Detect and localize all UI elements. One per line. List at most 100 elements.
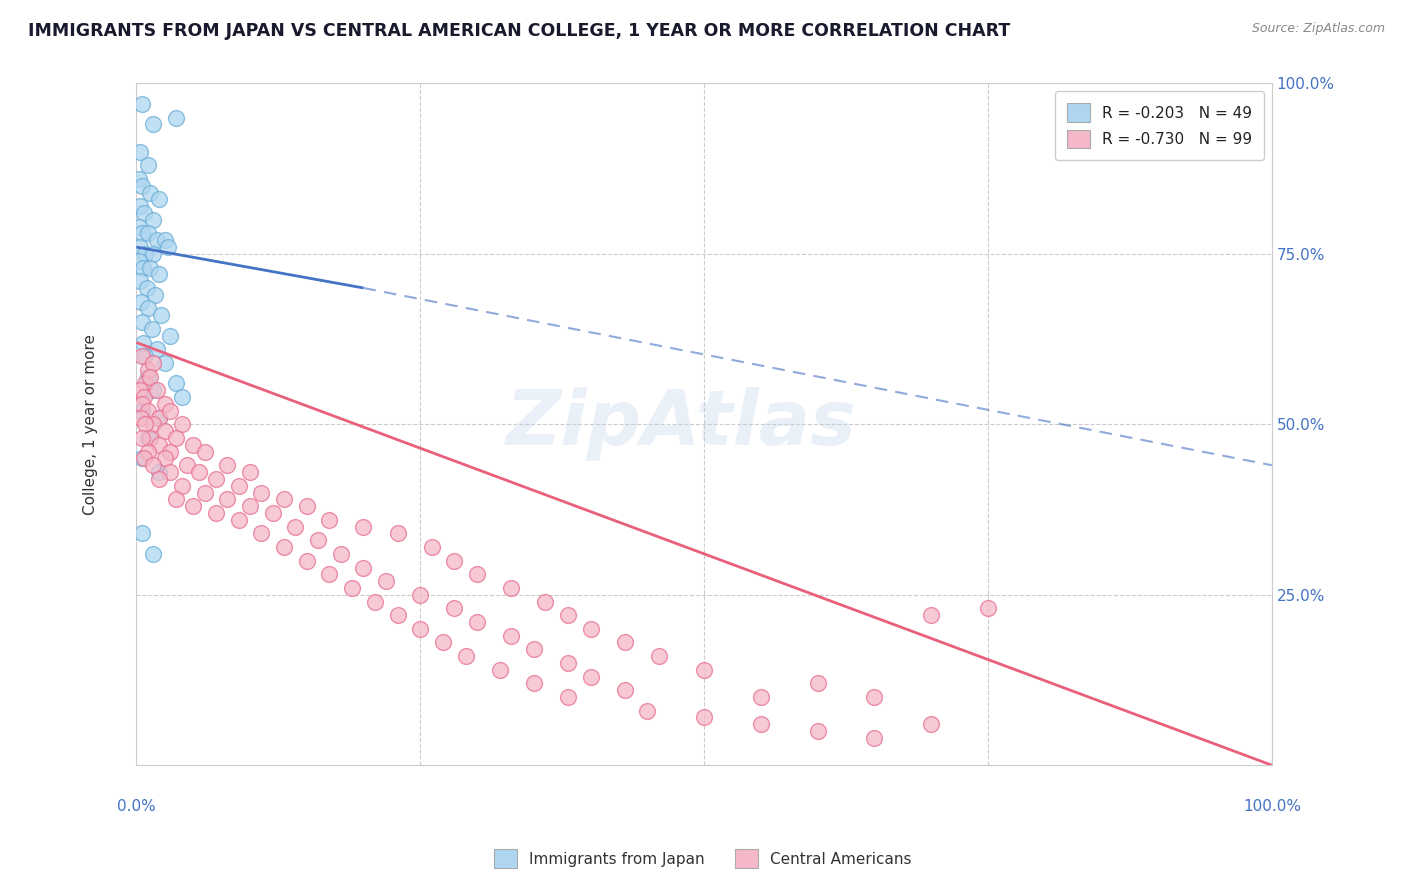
Text: 0.0%: 0.0% <box>117 799 156 814</box>
Point <box>128 240 150 254</box>
Point <box>136 227 159 241</box>
Point <box>205 506 228 520</box>
Point <box>187 465 209 479</box>
Text: Source: ZipAtlas.com: Source: ZipAtlas.com <box>1251 22 1385 36</box>
Point <box>159 328 181 343</box>
Point <box>134 376 156 391</box>
Point <box>170 478 193 492</box>
Point <box>807 676 830 690</box>
Point <box>193 485 215 500</box>
Point <box>165 111 187 125</box>
Point <box>131 349 153 363</box>
Point <box>165 376 187 391</box>
Point <box>318 567 340 582</box>
Point <box>153 356 176 370</box>
Point <box>217 458 239 473</box>
Point <box>420 540 443 554</box>
Point <box>129 410 152 425</box>
Point <box>134 451 156 466</box>
Point <box>139 260 162 275</box>
Point <box>128 383 150 397</box>
Point <box>146 233 169 247</box>
Point <box>131 451 153 466</box>
Point <box>153 451 176 466</box>
Point <box>557 608 579 623</box>
Point <box>131 403 153 417</box>
Point <box>501 629 523 643</box>
Point <box>749 717 772 731</box>
Point <box>863 690 886 704</box>
Point <box>443 554 465 568</box>
Point <box>364 594 387 608</box>
Point <box>128 172 150 186</box>
Point <box>181 438 204 452</box>
Point <box>579 622 602 636</box>
Point <box>159 444 181 458</box>
Point <box>432 635 454 649</box>
Point <box>170 390 193 404</box>
Point <box>613 683 636 698</box>
Point <box>165 431 187 445</box>
Point <box>142 117 165 131</box>
Point <box>143 287 166 301</box>
Point <box>648 649 671 664</box>
Point <box>131 178 153 193</box>
Point <box>142 417 165 432</box>
Point <box>153 233 176 247</box>
Point <box>148 438 170 452</box>
Text: College, 1 year or more: College, 1 year or more <box>83 334 98 515</box>
Point <box>353 519 375 533</box>
Point <box>181 499 204 513</box>
Point <box>318 513 340 527</box>
Point <box>128 274 150 288</box>
Point <box>134 247 156 261</box>
Point <box>920 717 942 731</box>
Point <box>454 649 477 664</box>
Point <box>134 349 156 363</box>
Point <box>159 465 181 479</box>
Point <box>142 547 165 561</box>
Point <box>409 588 432 602</box>
Point <box>142 356 165 370</box>
Point <box>141 322 163 336</box>
Point <box>387 608 409 623</box>
Point <box>148 410 170 425</box>
Point <box>131 96 153 111</box>
Point <box>693 710 716 724</box>
Point <box>636 704 658 718</box>
Point <box>250 526 273 541</box>
Point <box>295 554 318 568</box>
Point <box>217 492 239 507</box>
Point <box>132 335 155 350</box>
Point <box>409 622 432 636</box>
Point <box>863 731 886 745</box>
Point <box>228 513 250 527</box>
Text: 100.0%: 100.0% <box>1243 799 1301 814</box>
Point <box>136 301 159 316</box>
Point <box>170 417 193 432</box>
Point <box>153 424 176 438</box>
Point <box>488 663 510 677</box>
Point <box>129 294 152 309</box>
Point <box>273 540 295 554</box>
Point <box>250 485 273 500</box>
Point <box>142 212 165 227</box>
Point <box>159 403 181 417</box>
Point <box>136 363 159 377</box>
Text: IMMIGRANTS FROM JAPAN VS CENTRAL AMERICAN COLLEGE, 1 YEAR OR MORE CORRELATION CH: IMMIGRANTS FROM JAPAN VS CENTRAL AMERICA… <box>28 22 1011 40</box>
Point <box>193 444 215 458</box>
Point <box>142 458 165 473</box>
Point <box>136 403 159 417</box>
Point <box>977 601 1000 615</box>
Point <box>134 390 156 404</box>
Point <box>375 574 398 588</box>
Point <box>128 145 150 159</box>
Point <box>157 240 180 254</box>
Point <box>136 369 159 384</box>
Point <box>807 724 830 739</box>
Point <box>131 227 153 241</box>
Point <box>146 343 169 357</box>
Point <box>340 581 363 595</box>
Legend: R = -0.203   N = 49, R = -0.730   N = 99: R = -0.203 N = 49, R = -0.730 N = 99 <box>1054 91 1264 161</box>
Point <box>148 465 170 479</box>
